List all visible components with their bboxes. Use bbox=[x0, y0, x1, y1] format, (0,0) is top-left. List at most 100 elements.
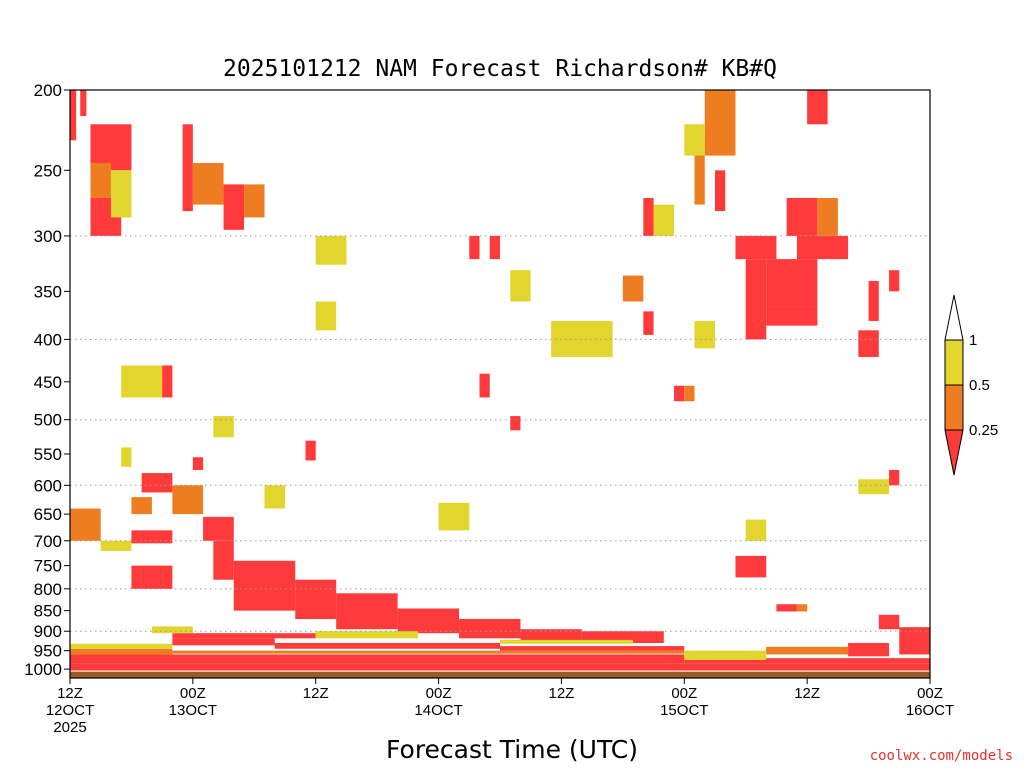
cell-red bbox=[643, 311, 654, 335]
y-tick-label: 250 bbox=[34, 161, 62, 180]
cell-yellow bbox=[694, 320, 715, 349]
y-tick-label: 800 bbox=[34, 580, 62, 599]
cell-red bbox=[479, 373, 490, 398]
cell-yellow bbox=[684, 124, 705, 156]
cell-red bbox=[735, 555, 767, 578]
cell-yellow bbox=[684, 650, 767, 661]
cell-red bbox=[182, 124, 193, 212]
cell-red bbox=[796, 235, 849, 260]
cell-orange bbox=[70, 508, 101, 541]
cell-red bbox=[858, 330, 879, 357]
y-tick-label: 200 bbox=[34, 81, 62, 100]
colorbar-white-triangle bbox=[944, 294, 964, 341]
cell-yellow bbox=[70, 643, 173, 649]
y-tick-label: 550 bbox=[34, 445, 62, 464]
cell-red bbox=[899, 627, 930, 655]
cell-red bbox=[141, 473, 173, 493]
x-tick-label: 16OCT bbox=[906, 702, 954, 719]
y-tick-label: 750 bbox=[34, 557, 62, 576]
colorbar-red-triangle bbox=[944, 429, 964, 476]
cell-red bbox=[213, 540, 234, 580]
x-tick-label: 00Z bbox=[426, 685, 452, 702]
cell-orange bbox=[622, 275, 644, 302]
x-tick-label: 12Z bbox=[57, 685, 83, 702]
cell-red bbox=[643, 197, 654, 236]
x-tick-label: 2025 bbox=[53, 719, 86, 736]
credit-text: coolwx.com/models bbox=[870, 748, 1013, 764]
cell-yellow bbox=[264, 485, 285, 509]
x-tick-label: 00Z bbox=[180, 685, 206, 702]
cell-red bbox=[581, 631, 664, 644]
cell-red bbox=[715, 170, 726, 212]
cell-orange bbox=[694, 140, 705, 205]
x-tick-label: 15OCT bbox=[660, 702, 708, 719]
cell-red bbox=[397, 608, 460, 634]
cell-red bbox=[131, 530, 173, 544]
cell-red bbox=[70, 654, 685, 664]
cell-red bbox=[889, 469, 900, 486]
cell-orange bbox=[817, 197, 838, 236]
cell-yellow bbox=[315, 631, 419, 639]
cell-red bbox=[489, 235, 500, 260]
x-tick-label: 13OCT bbox=[169, 702, 217, 719]
cell-yellow bbox=[100, 540, 132, 551]
colorbar-label: 1 bbox=[969, 332, 977, 349]
cell-yellow bbox=[110, 170, 132, 218]
cell-yellow bbox=[653, 204, 675, 236]
cell-orange bbox=[704, 90, 736, 156]
colorbar-label: 0.5 bbox=[969, 377, 990, 394]
colorbar-label: 0.25 bbox=[969, 422, 998, 439]
cell-red bbox=[878, 614, 900, 630]
x-axis-label: Forecast Time (UTC) bbox=[386, 735, 638, 764]
cell-red bbox=[766, 306, 818, 326]
y-tick-label: 300 bbox=[34, 227, 62, 246]
cell-yellow bbox=[858, 479, 890, 495]
cell-red bbox=[510, 416, 521, 431]
y-tick-label: 650 bbox=[34, 505, 62, 524]
cell-red bbox=[172, 633, 316, 639]
cell-ground bbox=[70, 671, 930, 678]
cell-yellow bbox=[745, 519, 767, 541]
cell-red bbox=[786, 197, 818, 236]
y-tick-label: 700 bbox=[34, 532, 62, 551]
cell-red bbox=[500, 646, 685, 651]
cell-red bbox=[192, 457, 204, 470]
cell-orange bbox=[192, 163, 224, 205]
cell-red bbox=[889, 270, 900, 292]
cell-red bbox=[90, 124, 132, 171]
cell-red bbox=[745, 259, 767, 340]
cell-orange bbox=[244, 184, 265, 218]
colorbar-orange-box bbox=[944, 384, 964, 431]
cell-red bbox=[70, 90, 77, 141]
cell-red bbox=[776, 604, 797, 612]
cell-red bbox=[295, 579, 337, 620]
cell-yellow bbox=[438, 502, 470, 531]
cell-orange bbox=[684, 385, 695, 402]
cell-orange bbox=[172, 650, 685, 654]
plot-frame bbox=[69, 89, 931, 679]
x-tick-label: 12Z bbox=[794, 685, 820, 702]
cell-red bbox=[131, 565, 173, 589]
cell-red bbox=[305, 440, 316, 461]
cell-red bbox=[735, 235, 777, 260]
cell-red bbox=[766, 259, 818, 307]
x-tick-label: 12Z bbox=[303, 685, 329, 702]
cell-red bbox=[674, 385, 685, 402]
colorbar-legend: 1 0.5 0.25 bbox=[944, 294, 998, 476]
y-tick-label: 350 bbox=[34, 282, 62, 301]
richardson-cells bbox=[70, 90, 930, 678]
chart-title: 2025101212 NAM Forecast Richardson# KB#Q bbox=[223, 56, 777, 82]
cell-red bbox=[223, 184, 245, 230]
cell-red bbox=[684, 658, 930, 664]
cell-red bbox=[172, 638, 275, 646]
cell-red bbox=[336, 593, 398, 630]
plot-area bbox=[69, 89, 931, 679]
cell-yellow bbox=[121, 447, 132, 467]
y-tick-label: 850 bbox=[34, 602, 62, 621]
cell-orange bbox=[70, 648, 173, 655]
cell-orange bbox=[766, 646, 849, 655]
y-axis: 200 250 300 350 400 450 500 550 600 650 700 750 800 8… bbox=[24, 81, 70, 679]
colorbar-yellow-box bbox=[944, 339, 964, 386]
x-tick-label: 00Z bbox=[917, 685, 943, 702]
cell-yellow bbox=[510, 270, 531, 302]
